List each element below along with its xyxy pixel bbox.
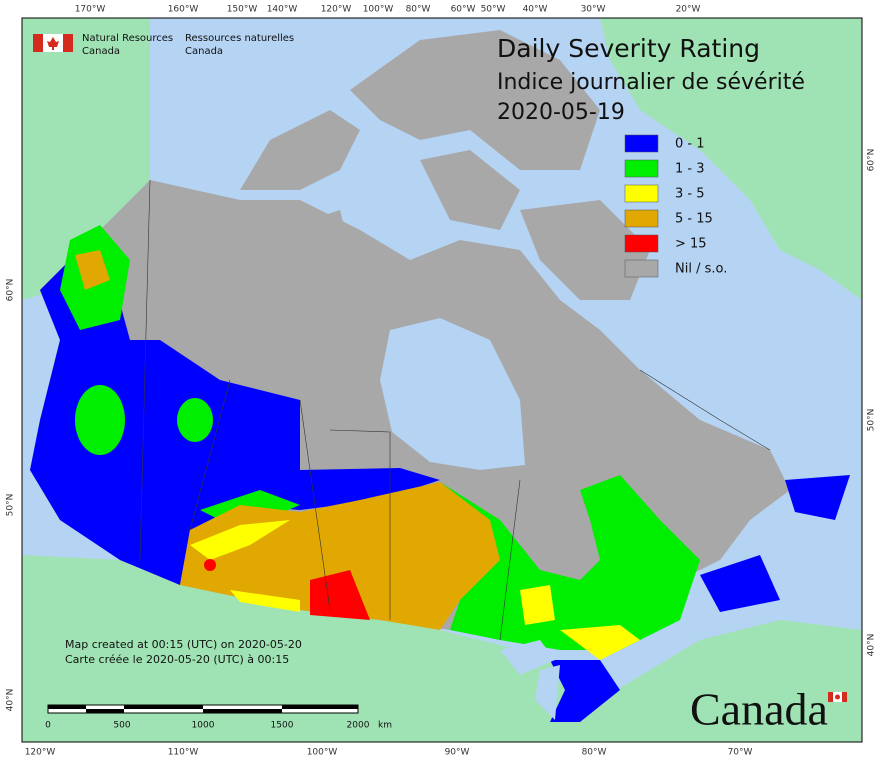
zone-mid (520, 585, 555, 625)
graticule-label: 20°W (676, 5, 701, 15)
agency-name: Canada (82, 46, 120, 57)
boundary (139, 179, 771, 641)
zone-high (180, 482, 500, 630)
wordmark: Canada (690, 684, 828, 735)
graticule-label: 90°W (445, 748, 470, 758)
island (280, 210, 350, 270)
frame (21, 17, 863, 743)
graticule-label: 80°W (406, 5, 431, 15)
zone-low (785, 475, 850, 520)
map-title: Indice journalier de sévérité (497, 70, 805, 95)
graticule-label: 80°W (582, 748, 607, 758)
legend-label: 3 - 5 (675, 187, 705, 202)
island (240, 110, 360, 190)
usa (22, 555, 862, 742)
graticule-label: 70°W (728, 748, 753, 758)
graticule-label: 50°N (6, 494, 16, 517)
graticule-label: 110°W (168, 748, 199, 758)
scale-label: 500 (113, 721, 130, 731)
graticule-label: 170°W (75, 5, 106, 15)
zone-high (75, 250, 110, 290)
legend-label: 0 - 1 (675, 137, 705, 152)
legend-swatch (624, 184, 659, 203)
maple-leaf (835, 694, 840, 700)
legend-swatch (624, 134, 659, 153)
scale-seg (282, 705, 358, 709)
map-title: 2020-05-19 (497, 100, 625, 125)
map-note: Map created at 00:15 (UTC) on 2020-05-20 (65, 638, 302, 651)
zone-low (550, 660, 620, 722)
scale-label: 1500 (271, 721, 294, 731)
flag-bar (63, 34, 73, 52)
graticule-label: 30°W (581, 5, 606, 15)
island (520, 200, 650, 300)
graticule-label: 160°W (168, 5, 199, 15)
scale-seg (203, 709, 282, 713)
zone-mid (190, 520, 290, 560)
island (350, 30, 600, 170)
graticule-label: 50°N (867, 409, 877, 432)
zone-moderate (75, 385, 125, 455)
scale-bar (47, 704, 359, 714)
agency-name: Ressources naturelles (185, 33, 294, 44)
zone-mid (560, 625, 640, 660)
flag-bar (842, 692, 847, 702)
zone-mid (230, 590, 300, 612)
map-title: Daily Severity Rating (497, 34, 760, 63)
nrcan-flag (33, 34, 73, 52)
graticule-label: 50°W (481, 5, 506, 15)
zone-extreme (204, 559, 216, 571)
scale-seg (124, 705, 203, 709)
legend-swatch (624, 234, 659, 253)
graticule-label: 40°W (523, 5, 548, 15)
scale-seg (86, 709, 124, 713)
lake (500, 640, 555, 675)
graticule-label: 100°W (363, 5, 394, 15)
scale-label: 0 (45, 721, 51, 731)
graticule-label: 120°W (25, 748, 56, 758)
agency-name: Natural Resources (82, 33, 173, 44)
graticule-label: 150°W (227, 5, 258, 15)
graticule-label: 40°N (867, 634, 877, 657)
scale-label: 2000 (347, 721, 370, 731)
greenland (600, 18, 862, 300)
graticule-label: 40°N (6, 689, 16, 712)
graticule-label: 140°W (267, 5, 298, 15)
zone-moderate (177, 398, 213, 442)
alaska (22, 18, 150, 300)
zone-extreme (310, 570, 370, 620)
map-frame (21, 17, 863, 743)
zone-low (700, 555, 780, 612)
hudson-bay (380, 318, 525, 470)
legend-label: > 15 (675, 237, 707, 252)
map-note: Carte créée le 2020-05-20 (UTC) à 00:15 (65, 653, 289, 666)
lake (535, 665, 560, 720)
legend-swatch (624, 209, 659, 228)
graticule-label: 60°N (867, 149, 877, 172)
wordmark-flag (828, 692, 847, 702)
maple-leaf (47, 37, 59, 50)
flag-bar (33, 34, 43, 52)
agency-name: Canada (185, 46, 223, 57)
graticule-label: 60°W (451, 5, 476, 15)
scale-seg (48, 705, 86, 709)
legend-label: Nil / s.o. (675, 262, 727, 277)
zone-moderate (440, 475, 700, 650)
graticule-label: 60°N (6, 279, 16, 302)
graticule-label: 120°W (321, 5, 352, 15)
legend-label: 1 - 3 (675, 162, 705, 177)
graticule-label: 100°W (307, 748, 338, 758)
flag-bar (828, 692, 833, 702)
legend-swatch (624, 159, 659, 178)
scale-label: 1000 (192, 721, 215, 731)
legend-label: 5 - 15 (675, 212, 713, 227)
scale-unit: km (378, 721, 392, 731)
legend-swatch (624, 259, 659, 278)
island (420, 150, 520, 230)
